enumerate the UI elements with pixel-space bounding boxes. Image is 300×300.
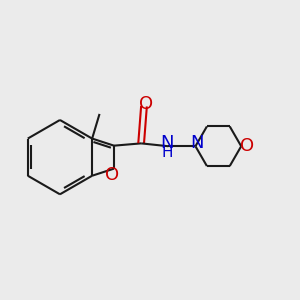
Text: H: H — [161, 145, 172, 160]
Text: N: N — [190, 134, 204, 152]
Text: N: N — [160, 134, 174, 152]
Text: O: O — [240, 137, 254, 155]
Text: O: O — [106, 166, 120, 184]
Text: O: O — [139, 95, 153, 113]
